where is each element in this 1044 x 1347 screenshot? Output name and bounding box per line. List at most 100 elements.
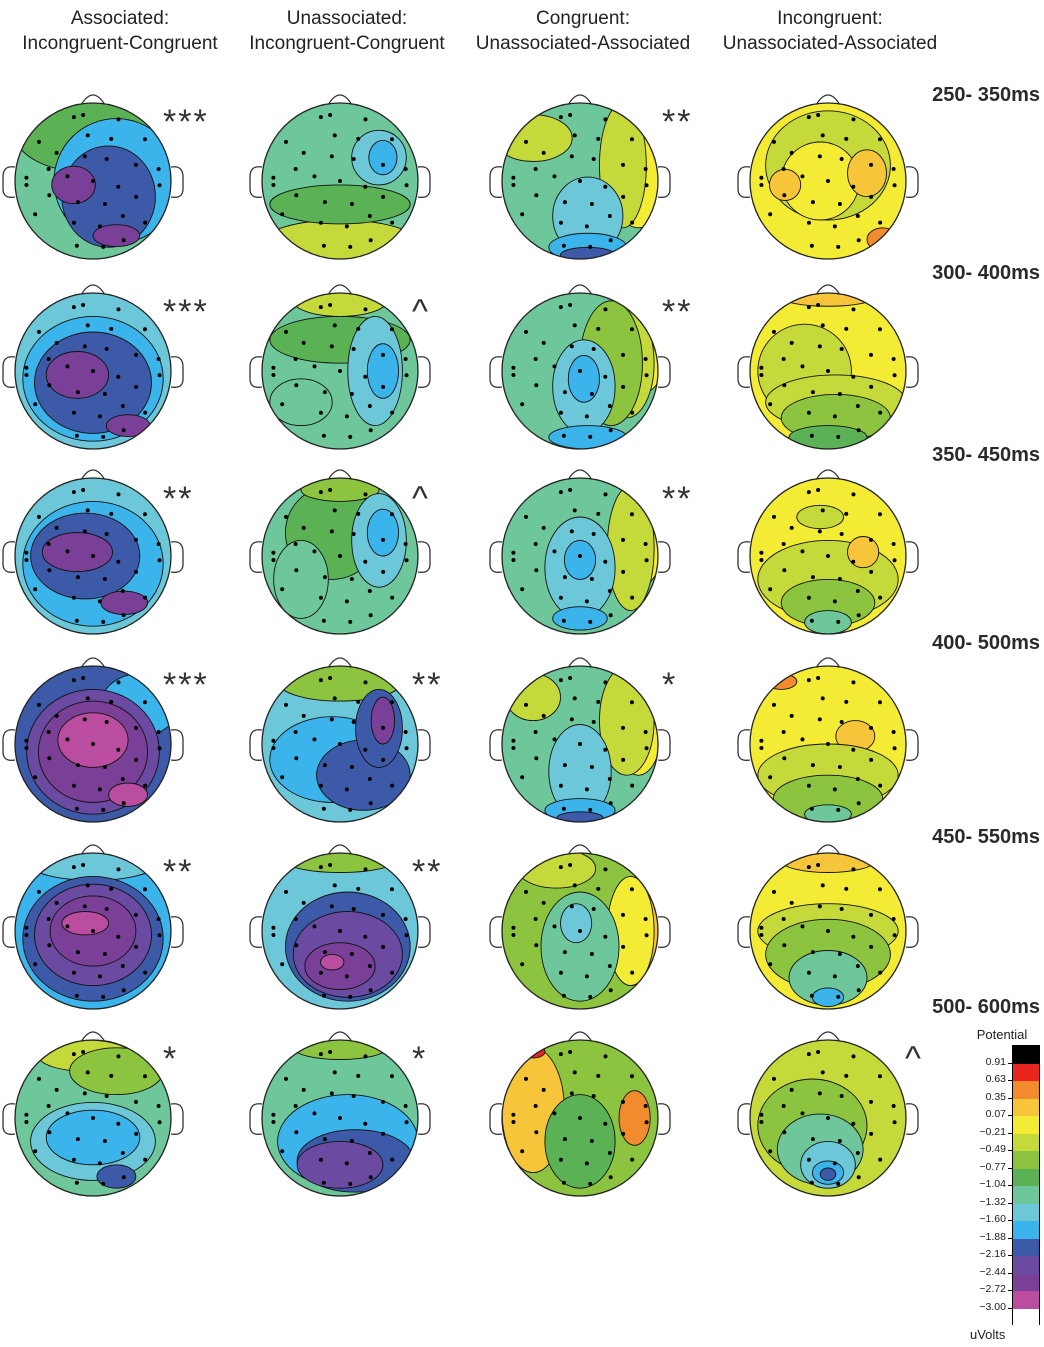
- colorbar-tick-label: −2.72: [979, 1283, 1006, 1295]
- potential-region: [366, 343, 399, 399]
- electrode-dot: [97, 414, 102, 419]
- electrode-dot: [806, 783, 811, 788]
- electrode-dot: [844, 886, 849, 891]
- electrode-dot: [578, 179, 582, 183]
- electrode-dot: [608, 801, 613, 806]
- electrode-dot: [855, 776, 860, 781]
- electrode-dot: [348, 434, 353, 439]
- significance-marker: **: [163, 480, 194, 518]
- electrode-dot: [293, 730, 298, 735]
- electrode-dot: [54, 900, 59, 905]
- electrode-dot: [33, 962, 38, 967]
- electrode-dot: [367, 1150, 372, 1155]
- electrode-dot: [589, 952, 594, 957]
- electrode-dot: [816, 1050, 821, 1055]
- colorbar-tick-mark: [1008, 1185, 1012, 1186]
- electrode-dot: [328, 488, 333, 493]
- electrode-dot: [511, 365, 516, 370]
- electrode-dot: [562, 763, 567, 768]
- electrode-dot: [389, 700, 394, 705]
- ear-outline: [489, 356, 503, 388]
- electrode-dot: [759, 183, 764, 188]
- electrode-dot: [591, 719, 596, 724]
- head-outline: [14, 102, 172, 260]
- electrode-dot: [759, 1120, 764, 1125]
- electrode-dot: [332, 1070, 337, 1075]
- electrode-dot: [844, 326, 849, 331]
- electrode-dot: [810, 763, 815, 768]
- electrode-dot: [120, 403, 125, 408]
- electrode-dot: [102, 952, 107, 957]
- electrode-dot: [134, 162, 139, 167]
- electrode-dot: [82, 1091, 87, 1096]
- electrode-dot: [24, 738, 29, 743]
- electrode-dot: [271, 175, 276, 180]
- electrode-dot: [134, 352, 139, 357]
- potential-region: [560, 903, 593, 944]
- electrode-dot: [839, 346, 844, 351]
- electrode-dot: [806, 305, 811, 310]
- electrode-dot: [820, 133, 825, 138]
- nose-outline: [327, 94, 353, 106]
- electrode-dot: [826, 742, 830, 746]
- electrode-dot: [134, 384, 139, 389]
- electrode-dot: [781, 542, 786, 547]
- nose-outline: [815, 94, 841, 106]
- time-window-label: 300- 400ms: [932, 262, 1040, 284]
- electrode-dot: [81, 113, 86, 118]
- electrode-dot: [781, 167, 786, 172]
- electrode-dot: [589, 1139, 594, 1144]
- electrode-dot: [533, 730, 538, 735]
- electrode-dot: [338, 742, 342, 746]
- column-header-line2: Unassociated-Associated: [475, 33, 691, 54]
- electrode-dot: [836, 244, 841, 249]
- electrode-dot: [771, 329, 776, 334]
- scalp-topomap: [737, 284, 919, 450]
- colorbar-tick-label: −1.04: [979, 1178, 1006, 1190]
- electrode-dot: [348, 1181, 353, 1186]
- head-outline: [14, 292, 172, 450]
- electrode-dot: [511, 550, 516, 555]
- electrode-dot: [629, 700, 634, 705]
- electrode-dot: [839, 906, 844, 911]
- electrode-dot: [104, 906, 109, 911]
- colorbar-tick-mark: [1008, 1115, 1012, 1116]
- electrode-dot: [390, 783, 395, 788]
- electrode-dot: [24, 925, 29, 930]
- electrode-dot: [837, 952, 842, 957]
- electrode-dot: [120, 776, 125, 781]
- colorbar-swatch: [1013, 1273, 1039, 1291]
- electrode-dot: [363, 374, 368, 379]
- potential-region: [57, 712, 129, 768]
- colorbar-tick-label: −1.32: [979, 1195, 1006, 1208]
- electrode-dot: [591, 346, 596, 351]
- electrode-dot: [332, 323, 337, 328]
- potential-region: [552, 606, 608, 631]
- ear-outline: [417, 166, 431, 198]
- electrode-dot: [33, 775, 38, 780]
- electrode-dot: [569, 717, 574, 722]
- significance-marker: ^: [412, 293, 430, 331]
- potential-region: [560, 246, 616, 259]
- electrode-dot: [800, 549, 805, 554]
- electrode-dot: [558, 1157, 563, 1162]
- electrode-dot: [271, 365, 276, 370]
- electrode-dot: [591, 531, 596, 536]
- electrode-dot: [71, 410, 76, 415]
- electrode-dot: [280, 212, 285, 217]
- electrode-dot: [607, 403, 612, 408]
- electrode-dot: [534, 943, 539, 948]
- electrode-dot: [46, 917, 51, 922]
- electrode-dot: [589, 577, 594, 582]
- electrode-dot: [329, 1091, 334, 1096]
- electrode-dot: [603, 680, 608, 685]
- electrode-dot: [120, 588, 125, 593]
- electrode-dot: [367, 213, 372, 218]
- electrode-dot: [332, 696, 337, 701]
- column-header-line1: Congruent:: [535, 8, 630, 29]
- electrode-dot: [759, 738, 764, 743]
- electrode-dot: [403, 730, 408, 735]
- electrode-dot: [47, 1130, 52, 1135]
- colorbar-tick-label: −0.77: [979, 1160, 1006, 1173]
- electrode-dot: [71, 865, 76, 870]
